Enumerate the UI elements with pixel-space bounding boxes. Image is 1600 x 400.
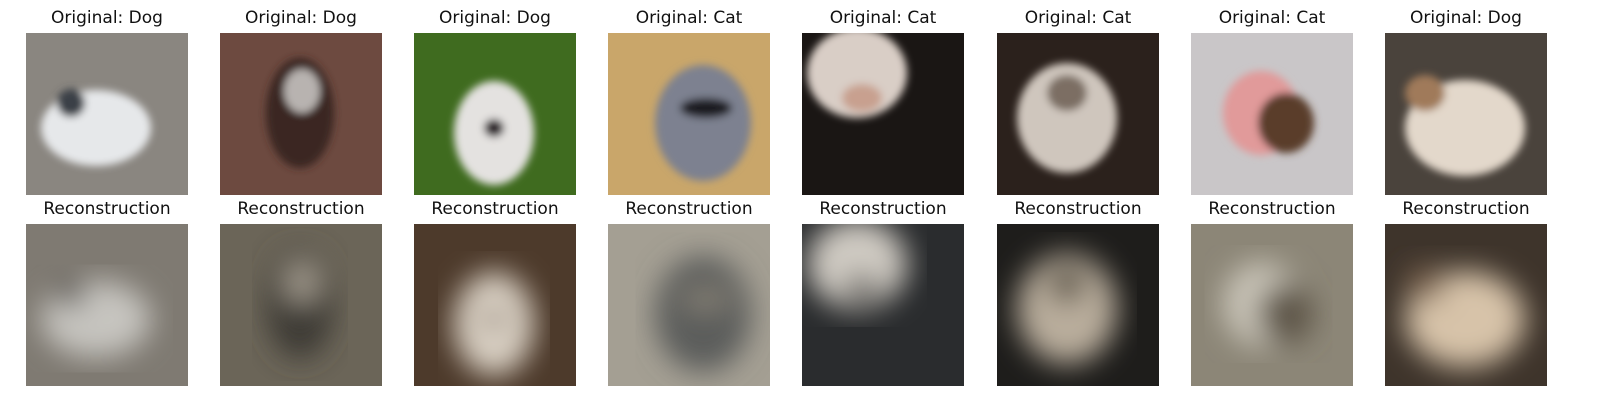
image-column: Original: Dog Reconstruction — [1385, 0, 1547, 400]
original-title: Original: Dog — [439, 8, 551, 28]
reconstruction-title: Reconstruction — [237, 199, 365, 219]
reconstruction-image — [997, 224, 1159, 386]
original-title: Original: Cat — [829, 8, 937, 28]
original-title: Original: Cat — [1218, 8, 1326, 28]
reconstruction-title: Reconstruction — [625, 199, 753, 219]
original-image — [26, 33, 188, 195]
original-title: Original: Cat — [1024, 8, 1132, 28]
reconstruction-title: Reconstruction — [819, 199, 947, 219]
reconstruction-image — [220, 224, 382, 386]
original-image — [1385, 33, 1547, 195]
image-column: Original: Cat Reconstruction — [802, 0, 964, 400]
original-title: Original: Dog — [51, 8, 163, 28]
original-image — [997, 33, 1159, 195]
reconstruction-image — [414, 224, 576, 386]
original-image — [608, 33, 770, 195]
original-image — [1191, 33, 1353, 195]
image-column: Original: Cat Reconstruction — [1191, 0, 1353, 400]
original-title: Original: Cat — [635, 8, 743, 28]
image-column: Original: Dog Reconstruction — [414, 0, 576, 400]
reconstruction-title: Reconstruction — [43, 199, 171, 219]
original-image — [414, 33, 576, 195]
reconstruction-image — [608, 224, 770, 386]
reconstruction-title: Reconstruction — [431, 199, 559, 219]
original-image — [802, 33, 964, 195]
reconstruction-image — [26, 224, 188, 386]
original-image — [220, 33, 382, 195]
image-column: Original: Dog Reconstruction — [26, 0, 188, 400]
reconstruction-title: Reconstruction — [1208, 199, 1336, 219]
reconstruction-title: Reconstruction — [1402, 199, 1530, 219]
image-column: Original: Dog Reconstruction — [220, 0, 382, 400]
image-column: Original: Cat Reconstruction — [997, 0, 1159, 400]
original-title: Original: Dog — [1410, 8, 1522, 28]
reconstruction-image — [802, 224, 964, 386]
reconstruction-image — [1385, 224, 1547, 386]
reconstruction-title: Reconstruction — [1014, 199, 1142, 219]
image-column: Original: Cat Reconstruction — [608, 0, 770, 400]
reconstruction-image — [1191, 224, 1353, 386]
original-title: Original: Dog — [245, 8, 357, 28]
